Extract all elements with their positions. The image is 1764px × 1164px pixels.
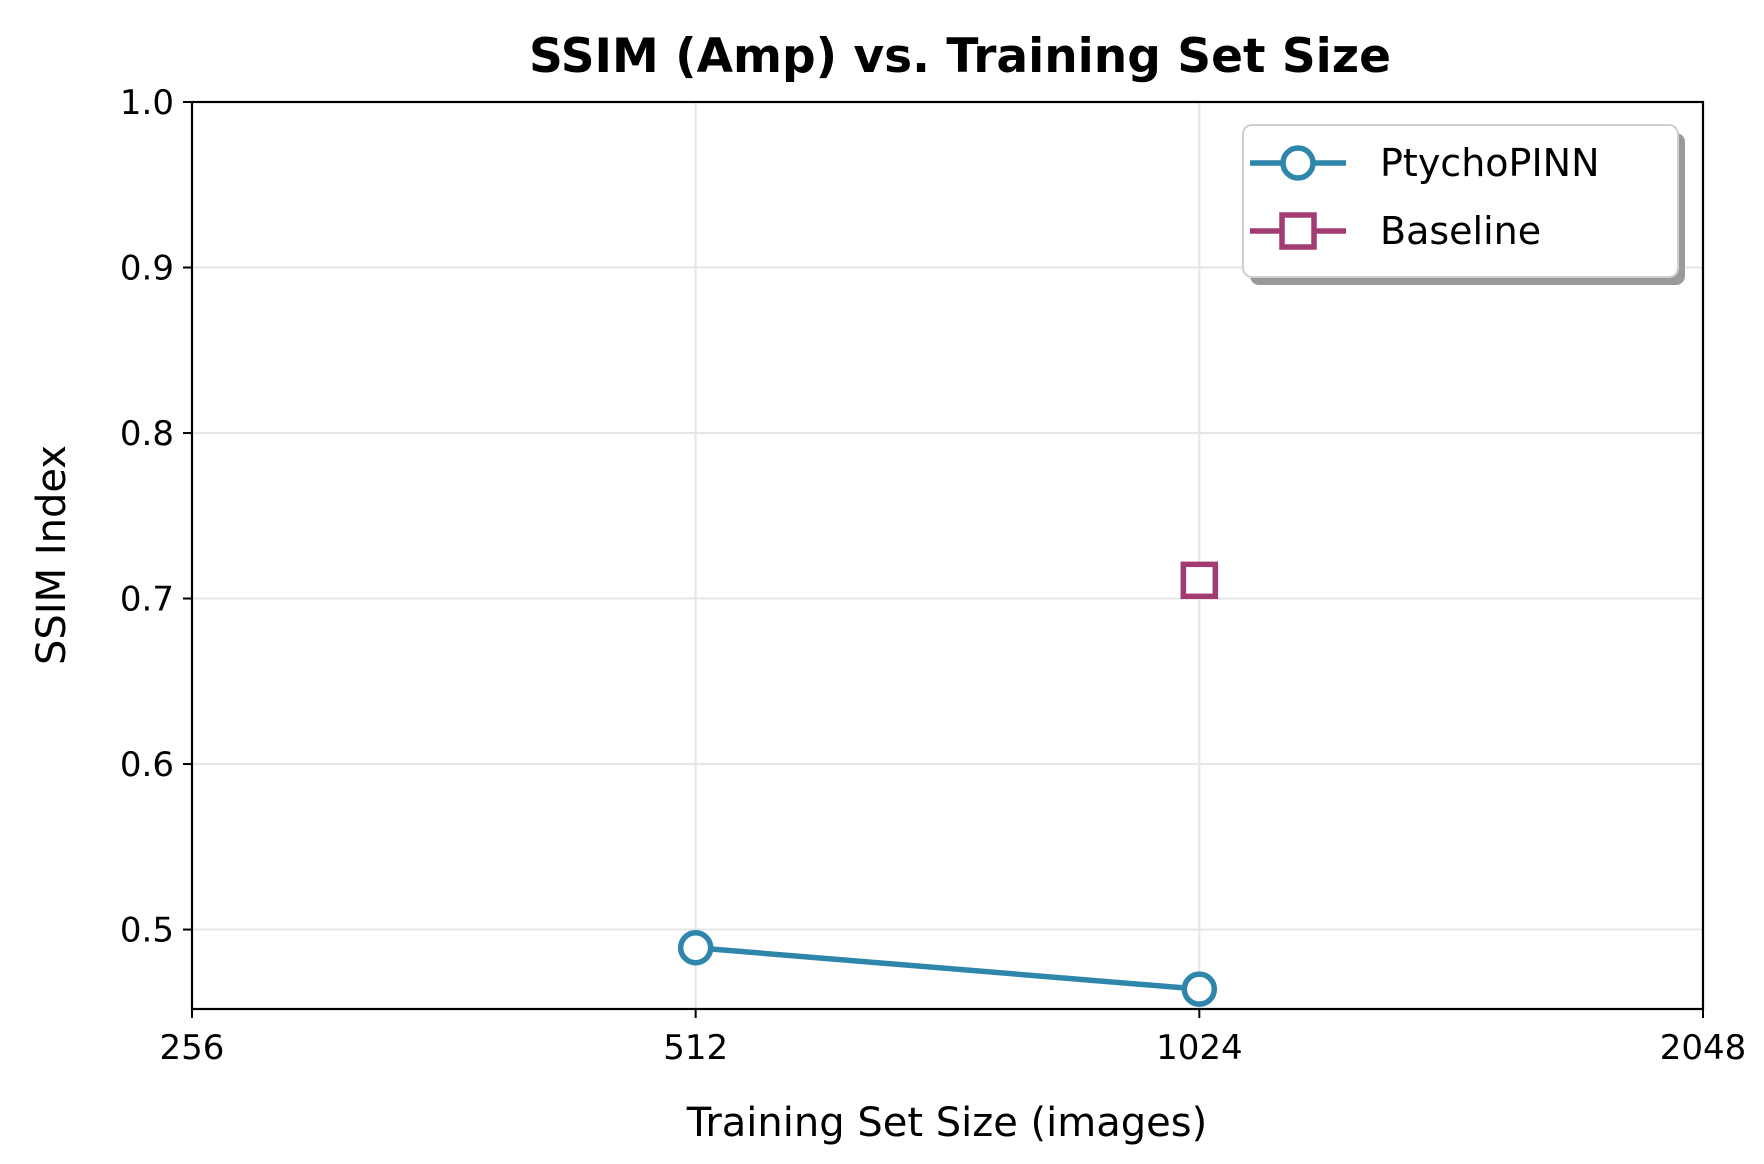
legend-entries: PtychoPINN Baseline bbox=[1250, 141, 1600, 253]
series-layer bbox=[677, 561, 1219, 1007]
x-tick-label: 512 bbox=[663, 1028, 728, 1068]
x-tick-label: 2048 bbox=[1660, 1028, 1747, 1068]
ptychopinn-point bbox=[1181, 971, 1218, 1007]
y-axis-label: SSIM Index bbox=[29, 445, 75, 665]
baseline-point bbox=[1180, 561, 1219, 600]
y-tick-label: 0.9 bbox=[120, 249, 174, 289]
baseline-legend-label: Baseline bbox=[1380, 209, 1541, 253]
ptychopinn-legend-label: PtychoPINN bbox=[1380, 141, 1600, 185]
ptychopinn-point bbox=[677, 930, 714, 966]
ticks: 256 512 1024 2048 0.5 0.6 0.7 0.8 0.9 1.0 bbox=[120, 83, 1746, 1068]
ptychopinn-line bbox=[695, 945, 1200, 992]
legend-box bbox=[1242, 124, 1679, 278]
legend: PtychoPINN Baseline bbox=[1242, 124, 1685, 285]
y-tick-label: 1.0 bbox=[120, 83, 174, 123]
chart-title: SSIM (Amp) vs. Training Set Size bbox=[529, 29, 1391, 84]
y-tick-label: 0.7 bbox=[120, 580, 174, 620]
y-tick-label: 0.6 bbox=[120, 745, 174, 785]
x-axis-label: Training Set Size (images) bbox=[686, 1100, 1207, 1146]
y-tick-label: 0.8 bbox=[120, 414, 174, 454]
ptychopinn-legend-marker bbox=[1280, 145, 1316, 181]
x-tick-label: 256 bbox=[160, 1028, 225, 1068]
y-tick-label: 0.5 bbox=[120, 911, 174, 951]
plot-frame bbox=[190, 100, 1705, 1011]
baseline-legend-marker bbox=[1279, 212, 1317, 250]
x-tick-label: 1024 bbox=[1156, 1028, 1243, 1068]
